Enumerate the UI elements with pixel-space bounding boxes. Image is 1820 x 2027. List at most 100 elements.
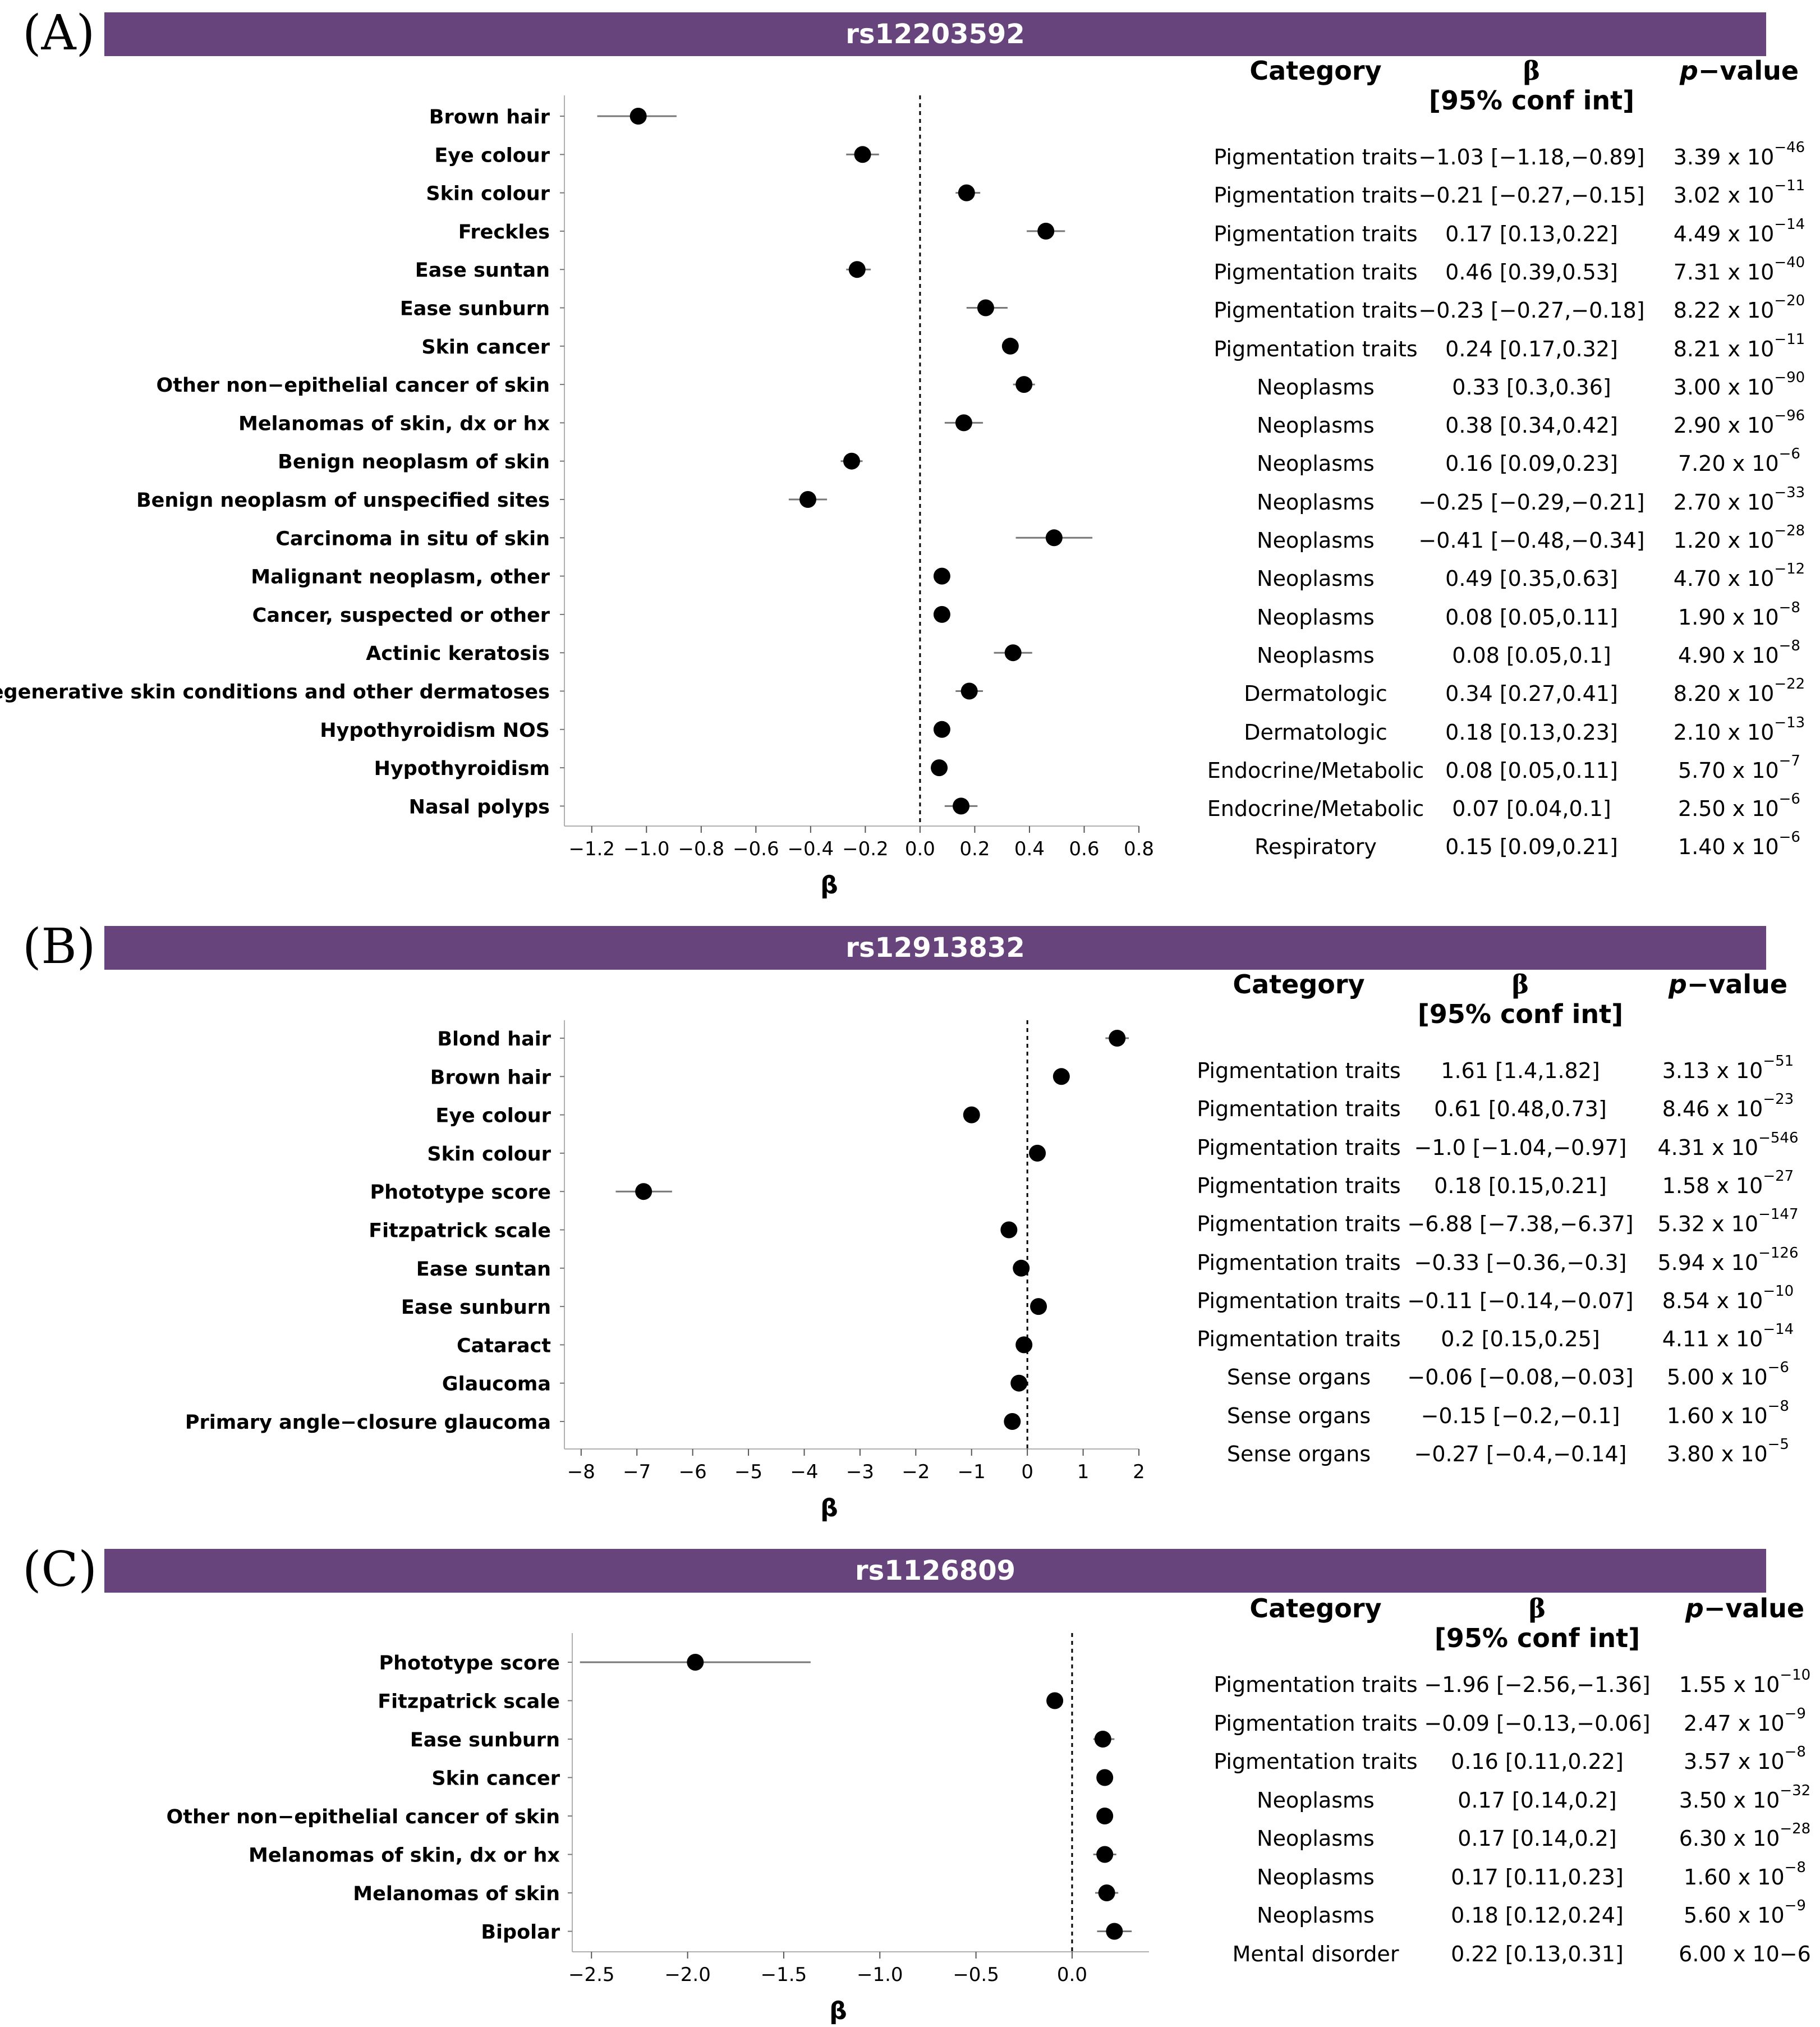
beta-ci-cell: −0.09 [−0.13,−0.06] <box>1424 1710 1651 1736</box>
beta-ci-cell: 0.49 [0.35,0.63] <box>1445 566 1618 591</box>
pvalue-exponent: −40 <box>1774 254 1805 271</box>
pvalue-cell: 1.40 x 10−6 <box>1661 830 1818 859</box>
pvalue-exponent: −8 <box>1778 599 1800 616</box>
x-tick-label: −0.8 <box>678 838 725 860</box>
pvalue-exponent: −28 <box>1774 522 1805 539</box>
beta-ci-cell: −0.25 [−0.29,−0.21] <box>1418 489 1645 515</box>
pvalue-header: p−value <box>1661 56 1818 86</box>
category-cell: Pigmentation traits <box>1214 336 1418 361</box>
pvalue-mantissa: 3.80 x 10 <box>1667 1442 1768 1466</box>
beta-header: β [95% conf int] <box>1391 970 1649 1029</box>
forest-plot: −1.2 −1.0 −0.8 −0.6 −0.4 −0.2 0.0 0.2 0.4 0.6 0.8 β… <box>0 95 1154 900</box>
estimate-point <box>958 184 975 201</box>
x-tick-label: −5 <box>734 1461 762 1483</box>
row-label: Ease sunburn <box>400 298 550 320</box>
beta-symbol: β <box>1528 1593 1546 1624</box>
pvalue-mantissa: 2.47 x 10 <box>1684 1710 1785 1736</box>
pvalue-cell: 7.20 x 10−6 <box>1661 447 1818 476</box>
estimate-point <box>933 721 950 738</box>
pvalue-mantissa: 4.11 x 10 <box>1662 1327 1763 1352</box>
pvalue-cell: 3.13 x 10−51 <box>1649 1054 1807 1083</box>
pvalue-mantissa: 1.58 x 10 <box>1662 1173 1763 1198</box>
pvalue-cell: 1.90 x 10−8 <box>1661 600 1818 630</box>
beta-ci-cell: 0.18 [0.15,0.21] <box>1434 1173 1607 1198</box>
pvalue-mantissa: 3.39 x 10 <box>1673 145 1775 169</box>
pvalue-cell: 2.70 x 10−33 <box>1661 485 1818 515</box>
row-label: Eye colour <box>434 144 550 167</box>
category-cell: Sense organs <box>1226 1403 1371 1428</box>
x-axis-title: β <box>820 1494 838 1522</box>
row-label: Phototype score <box>379 1652 560 1675</box>
category-header: Category <box>1249 56 1382 86</box>
x-tick-label: 2 <box>1133 1461 1145 1483</box>
category-cell: Neoplasms <box>1257 413 1375 438</box>
pvalue-exponent: −546 <box>1758 1129 1799 1147</box>
x-tick-label: 0 <box>1021 1461 1033 1483</box>
category-cell: Pigmentation traits <box>1214 1749 1418 1774</box>
row-label: Freckles <box>458 221 550 244</box>
category-cell: Neoplasms <box>1257 604 1375 630</box>
pvalue-cell: 4.11 x 10−14 <box>1649 1322 1807 1352</box>
pvalue-cell: 8.21 x 10−11 <box>1661 332 1818 361</box>
x-tick-label: −8 <box>567 1461 595 1483</box>
pvalue-cell: 8.54 x 10−10 <box>1649 1284 1807 1313</box>
row-label: Benign neoplasm of skin <box>278 451 550 474</box>
beta-ci-cell: 0.16 [0.11,0.22] <box>1451 1749 1624 1774</box>
pvalue-exponent: −8 <box>1784 1744 1806 1760</box>
pvalue-cell: 5.60 x 10−9 <box>1666 1898 1820 1928</box>
category-cell: Sense organs <box>1226 1442 1371 1466</box>
category-cell: Neoplasms <box>1257 643 1375 668</box>
row-label: Blond hair <box>437 1028 551 1051</box>
pvalue-exponent: −28 <box>1780 1820 1811 1837</box>
pvalue-mantissa: 3.57 x 10 <box>1684 1749 1785 1774</box>
x-tick-label: −3 <box>846 1461 874 1483</box>
category-cell: Neoplasms <box>1257 1826 1375 1851</box>
estimate-point <box>1096 1808 1114 1824</box>
row-label: Brown hair <box>430 1066 551 1089</box>
estimate-point <box>933 567 950 585</box>
pvalue-exponent: −147 <box>1758 1206 1799 1223</box>
pvalue-mantissa: 6.30 x 10 <box>1679 1826 1780 1851</box>
estimate-point <box>1106 1923 1123 1940</box>
x-tick-label: 0.0 <box>1057 1964 1087 1986</box>
estimate-point <box>1037 222 1055 240</box>
beta-ci-cell: −0.23 [−0.27,−0.18] <box>1418 298 1645 323</box>
estimate-point <box>1004 1413 1021 1430</box>
row-label: Other non−epithelial cancer of skin <box>157 374 550 397</box>
x-tick-label: −2 <box>902 1461 930 1483</box>
pvalue-cell: 5.70 x 10−7 <box>1661 754 1818 783</box>
estimate-point <box>1013 1259 1030 1277</box>
results-table: Category β [95% conf int] p−value Pigmen… <box>1156 1594 1820 2027</box>
category-cell: Endocrine/Metabolic <box>1207 758 1424 783</box>
pvalue-mantissa: 1.20 x 10 <box>1673 528 1775 553</box>
row-label: Carcinoma in situ of skin <box>275 528 550 550</box>
pvalue-exponent: −20 <box>1774 292 1805 310</box>
pvalue-exponent: −96 <box>1774 407 1805 425</box>
pvalue-cell: 3.57 x 10−8 <box>1666 1745 1820 1774</box>
pvalue-mantissa: 3.13 x 10 <box>1662 1058 1763 1083</box>
estimate-point <box>931 759 948 777</box>
beta-ci-cell: 0.17 [0.14,0.2] <box>1458 1787 1617 1813</box>
pvalue-mantissa: 3.50 x 10 <box>1679 1787 1780 1813</box>
x-tick-label: 0.8 <box>1124 838 1154 860</box>
x-tick-label: 1 <box>1077 1461 1090 1483</box>
pvalue-cell: 2.50 x 10−6 <box>1661 792 1818 821</box>
pvalue-exponent: −9 <box>1784 1897 1806 1914</box>
beta-ci-cell: −0.11 [−0.14,−0.07] <box>1407 1288 1634 1313</box>
pvalue-exponent: −27 <box>1763 1167 1794 1185</box>
pvalue-exponent: −33 <box>1774 484 1805 501</box>
estimate-point <box>1053 1068 1070 1085</box>
row-label: Melanomas of skin, dx or hx <box>249 1845 560 1867</box>
pvalue-cell: 1.60 x 10−8 <box>1666 1860 1820 1890</box>
estimate-point <box>687 1654 704 1671</box>
category-cell: Neoplasms <box>1257 451 1375 476</box>
pvalue-exponent: −7 <box>1778 752 1800 769</box>
pvalue-cell: 1.58 x 10−27 <box>1649 1169 1807 1198</box>
pvalue-mantissa: 1.90 x 10 <box>1678 604 1779 630</box>
pvalue-exponent: −22 <box>1774 676 1805 693</box>
pvalue-mantissa: 5.32 x 10 <box>1657 1212 1759 1237</box>
pvalue-mantissa: 5.00 x 10 <box>1667 1365 1768 1390</box>
estimate-point <box>977 299 994 317</box>
estimate-point <box>799 491 816 508</box>
row-label: Skin colour <box>426 183 550 205</box>
